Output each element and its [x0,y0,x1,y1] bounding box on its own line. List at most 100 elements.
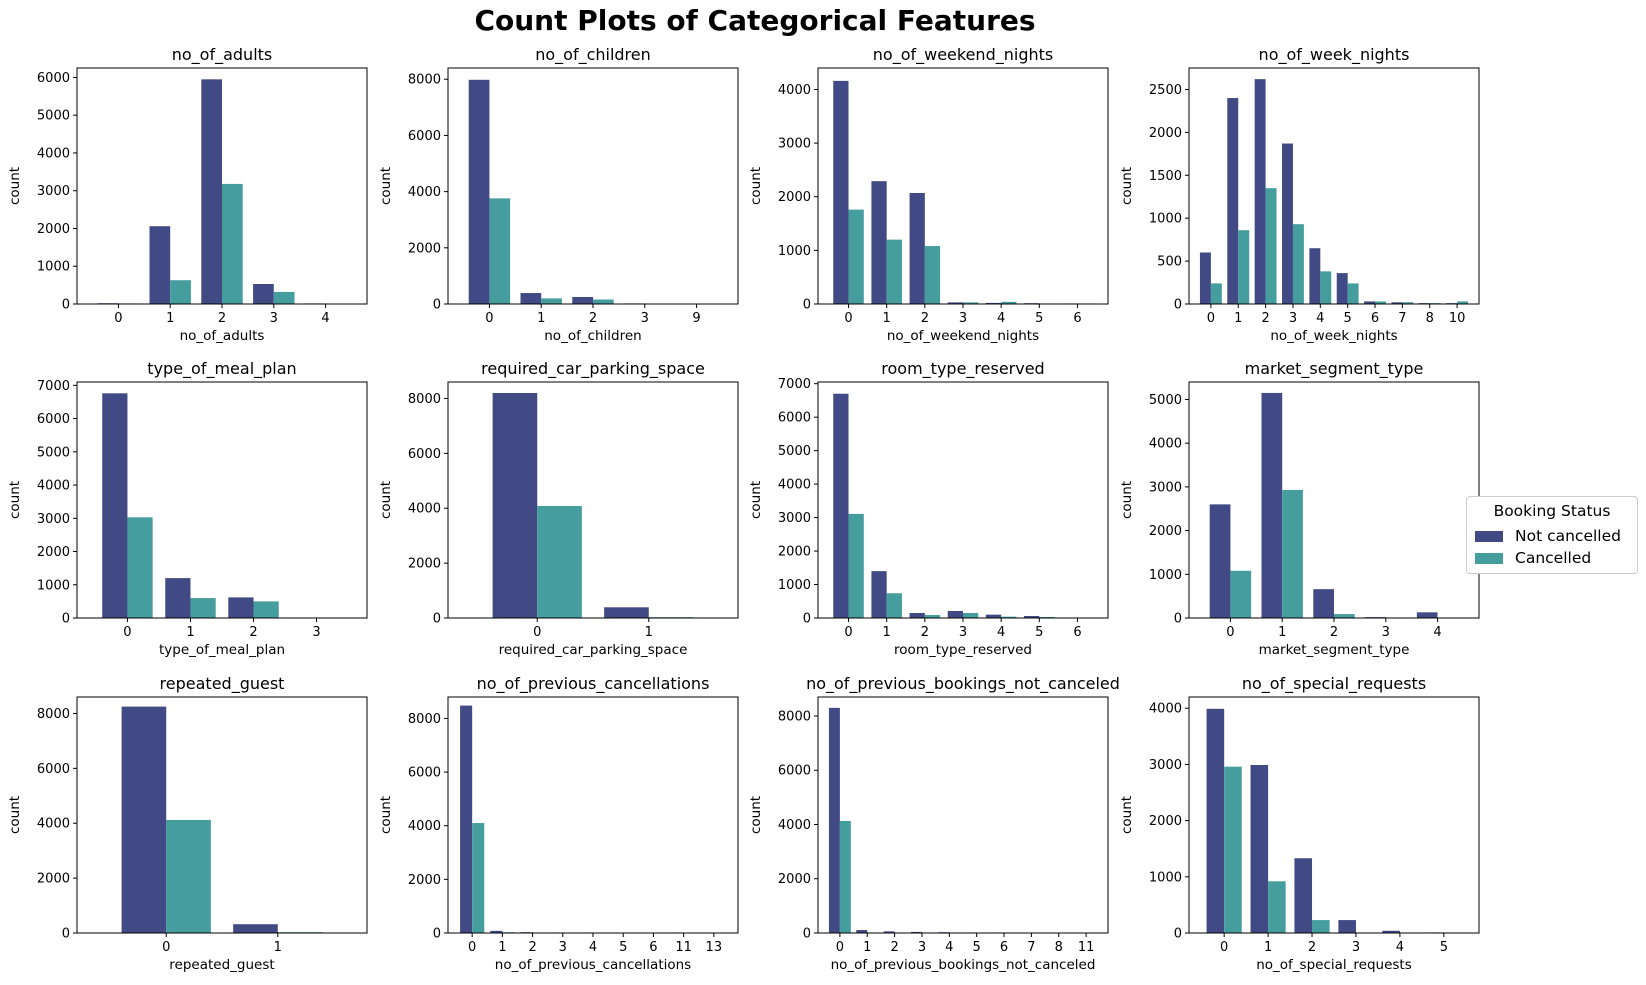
x-tick-label: 0 [1226,625,1234,640]
y-tick-label: 8000 [408,712,441,727]
bar-not-cancelled [102,393,128,618]
subplot-5: 0 1000 2000 3000 4000 5000 6000 7000 0 1 2 3 type_of… [7,359,368,658]
y-tick-label: 4000 [37,479,70,494]
bar-not-cancelled [911,931,922,933]
axes-frame [76,696,368,934]
bar-not-cancelled [1199,252,1211,304]
bar-cancelled [253,601,279,618]
y-tick-label: 4000 [37,146,70,161]
y-tick-label: 3000 [1149,480,1182,495]
y-tick-label: 3000 [778,137,811,152]
y-tick-label: 2500 [1149,83,1182,98]
bar-cancelled [472,823,485,933]
x-tick-label: 4 [997,311,1005,326]
y-tick-label: 4000 [778,818,811,833]
x-tick-label: 0 [123,625,131,640]
bar-not-cancelled [165,578,191,618]
y-tick-label: 1000 [1149,870,1182,885]
subplot-title: type_of_meal_plan [147,359,296,379]
bar-cancelled [1375,301,1386,304]
y-tick-label: 1000 [778,578,811,593]
x-tick-label: 1 [498,940,506,955]
x-tick-label: 5 [1035,625,1043,640]
bar-not-cancelled [909,192,925,304]
x-axis-label: market_segment_type [1259,642,1410,658]
bar-cancelled [537,506,582,618]
bar-cancelled [489,198,511,304]
x-tick-label: 0 [533,625,541,640]
bar-not-cancelled [228,597,254,618]
subplot-title: no_of_special_requests [1242,674,1426,694]
bar-not-cancelled [468,79,490,304]
x-tick-label: 5 [973,940,981,955]
y-tick-label: 4000 [778,478,811,493]
bar-cancelled [541,298,562,304]
y-tick-label: 4000 [37,817,70,832]
x-axis-label: room_type_reserved [894,642,1032,658]
subplot-2: 0 2000 4000 6000 8000 0 1 2 3 9 no_of_children no_o… [378,45,739,344]
x-axis-label: no_of_week_nights [1270,328,1397,344]
axes-frame [447,696,739,934]
y-axis-label: count [7,167,23,205]
y-tick-label: 8000 [408,392,441,407]
bar-not-cancelled [201,79,222,304]
x-tick-label: 5 [1440,940,1448,955]
y-tick-label: 1000 [778,244,811,259]
bar-cancelled [1224,766,1242,933]
bar-not-cancelled [833,80,849,305]
x-tick-label: 1 [1264,940,1272,955]
bar-cancelled [1268,881,1286,933]
bar-not-cancelled [1254,79,1266,304]
bar-not-cancelled [520,293,542,304]
x-tick-label: 0 [468,940,476,955]
x-axis-label: no_of_children [544,328,642,344]
x-tick-label: 0 [844,311,852,326]
y-axis-label: count [748,481,764,519]
y-tick-label: 4000 [408,502,441,517]
axes-frame [817,696,1109,934]
bar-not-cancelled [871,571,887,618]
subplot-3: 0 1000 2000 3000 4000 0 1 2 3 4 5 6 no_of_weekend_ni… [748,45,1109,344]
y-tick-label: 2000 [408,241,441,256]
bar-not-cancelled [1336,273,1348,304]
bar-cancelled [886,239,902,304]
y-tick-label: 0 [803,927,811,942]
y-tick-label: 2000 [408,873,441,888]
x-tick-label: 11 [675,940,692,955]
subplot-10: 0 2000 4000 6000 8000 0 1 2 3 4 5 6 11 13 no_of_previo… [378,674,739,973]
x-axis-label: no_of_adults [180,328,265,344]
y-tick-label: 500 [1157,255,1182,270]
y-tick-label: 1000 [1149,212,1182,227]
y-tick-label: 7000 [37,379,70,394]
y-tick-label: 1000 [37,260,70,275]
y-tick-label: 2000 [1149,524,1182,539]
x-tick-label: 1 [537,311,545,326]
x-tick-label: 0 [844,625,852,640]
bar-not-cancelled [947,302,963,304]
x-tick-label: 4 [1433,625,1441,640]
y-tick-label: 0 [433,927,441,942]
x-tick-label: 2 [890,940,898,955]
y-tick-label: 5000 [1149,393,1182,408]
bar-not-cancelled [149,226,171,304]
x-tick-label: 4 [1396,940,1404,955]
x-tick-label: 2 [1330,625,1338,640]
x-tick-label: 7 [1398,311,1406,326]
bar-cancelled [1402,302,1414,304]
x-tick-label: 5 [619,940,627,955]
x-tick-label: 8 [1426,311,1434,326]
x-tick-label: 4 [945,940,953,955]
y-tick-label: 2000 [37,545,70,560]
x-tick-label: 3 [1352,940,1360,955]
x-tick-label: 6 [1371,311,1379,326]
bar-not-cancelled [1382,930,1400,933]
y-tick-label: 6000 [408,447,441,462]
bar-not-cancelled [985,614,1002,618]
x-tick-label: 2 [921,311,929,326]
bar-not-cancelled [1227,98,1239,304]
x-tick-label: 4 [321,311,329,326]
y-tick-label: 7000 [778,377,811,392]
x-tick-label: 1 [1234,311,1242,326]
y-tick-label: 5000 [37,445,70,460]
x-axis-label: repeated_guest [169,957,274,973]
